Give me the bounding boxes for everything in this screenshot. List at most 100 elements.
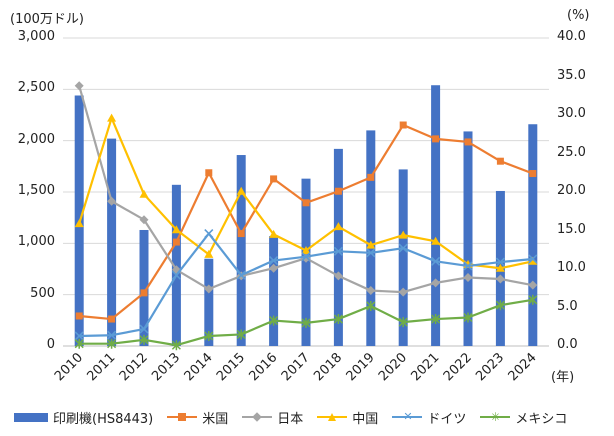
point	[496, 157, 504, 165]
legend-swatch-japan	[242, 412, 273, 422]
legend-label: メキシコ	[515, 411, 568, 427]
point-marker	[431, 236, 441, 245]
point	[139, 189, 149, 198]
point-marker	[269, 263, 279, 273]
point-marker	[334, 187, 342, 195]
left-tick-label: 3,000	[17, 29, 55, 44]
point-marker	[495, 263, 505, 272]
legend-swatch-bar	[14, 412, 48, 422]
right-tick-label: 35.0	[557, 67, 586, 83]
point	[528, 256, 538, 265]
point-marker	[529, 170, 537, 178]
point	[398, 230, 408, 239]
point-marker	[398, 317, 408, 328]
bar	[398, 169, 408, 346]
left-tick-label: 1,000	[17, 234, 55, 250]
point-marker	[463, 261, 473, 271]
legend-item-japan: 日本	[242, 408, 303, 427]
point	[237, 230, 245, 238]
point-marker	[302, 199, 310, 207]
point	[334, 187, 342, 195]
point-marker	[301, 317, 311, 328]
point	[270, 175, 278, 183]
point	[495, 257, 505, 267]
bar	[269, 236, 279, 346]
point-marker	[464, 138, 472, 146]
point-marker	[269, 315, 279, 326]
legend-label: 日本	[277, 411, 304, 427]
point	[171, 340, 181, 351]
bar	[431, 85, 441, 346]
x-tick-label: 2021	[408, 350, 442, 384]
point-marker	[236, 329, 246, 340]
point-marker	[270, 175, 278, 183]
point-marker	[171, 225, 181, 234]
point-marker	[495, 274, 505, 284]
x-tick-label: 2019	[344, 350, 378, 384]
point-marker	[74, 81, 84, 91]
point	[204, 284, 214, 294]
point	[302, 199, 310, 207]
point-marker	[528, 254, 538, 264]
point	[171, 270, 181, 280]
point-marker	[366, 240, 376, 249]
point-marker	[333, 246, 343, 256]
point-marker	[301, 246, 311, 255]
right-tick-label: 10.0	[557, 260, 586, 275]
right-tick-label: 15.0	[557, 221, 586, 237]
left-tick-label: 1,500	[17, 183, 55, 198]
point	[139, 334, 149, 345]
point-marker	[269, 255, 279, 266]
point	[205, 169, 213, 177]
point-marker	[496, 157, 504, 165]
point-marker	[236, 270, 246, 280]
point	[399, 121, 407, 129]
point	[366, 300, 376, 311]
point	[107, 113, 117, 122]
point-marker	[269, 229, 279, 238]
legend: 印刷機(HS8443) 米国 日本 中国 ✕ ドイツ ✳ メキシコ	[14, 406, 614, 428]
legend-item-mexico: ✳ メキシコ	[480, 408, 567, 427]
x-tick-label: 2016	[246, 350, 280, 384]
point-marker	[204, 249, 214, 258]
point	[108, 315, 116, 323]
point-marker	[367, 173, 375, 181]
x-tick-label: 2020	[376, 350, 410, 384]
point-marker	[139, 189, 149, 198]
point-marker	[463, 272, 473, 282]
point-marker	[204, 330, 214, 341]
point-marker	[139, 324, 149, 334]
point-marker	[495, 257, 505, 267]
right-tick-label: 30.0	[557, 106, 586, 121]
left-tick-label: 2,000	[17, 131, 55, 147]
right-tick-label: 5.0	[557, 298, 578, 314]
point-marker	[107, 196, 117, 206]
x-tick-label: 2012	[117, 350, 151, 384]
point-marker	[75, 312, 83, 320]
point-marker	[204, 284, 214, 294]
point	[398, 287, 408, 297]
legend-item-germany: ✕ ドイツ	[392, 408, 466, 427]
point-marker	[528, 294, 538, 305]
point-marker	[171, 270, 181, 280]
point-marker	[107, 338, 117, 349]
legend-label: ドイツ	[427, 411, 467, 427]
x-tick-label: 2010	[52, 350, 86, 384]
point	[301, 246, 311, 255]
point	[464, 138, 472, 146]
point	[398, 317, 408, 328]
point	[431, 278, 441, 288]
point	[204, 229, 214, 239]
point-marker	[431, 314, 441, 325]
point	[366, 240, 376, 249]
point	[333, 222, 343, 231]
point	[528, 254, 538, 264]
point	[75, 312, 83, 320]
point-marker	[74, 338, 84, 349]
point-marker	[205, 169, 213, 177]
right-tick-label: 20.0	[557, 183, 586, 198]
point	[431, 236, 441, 245]
left-axis-label: (100万ドル)	[10, 12, 84, 27]
bar	[366, 130, 376, 346]
